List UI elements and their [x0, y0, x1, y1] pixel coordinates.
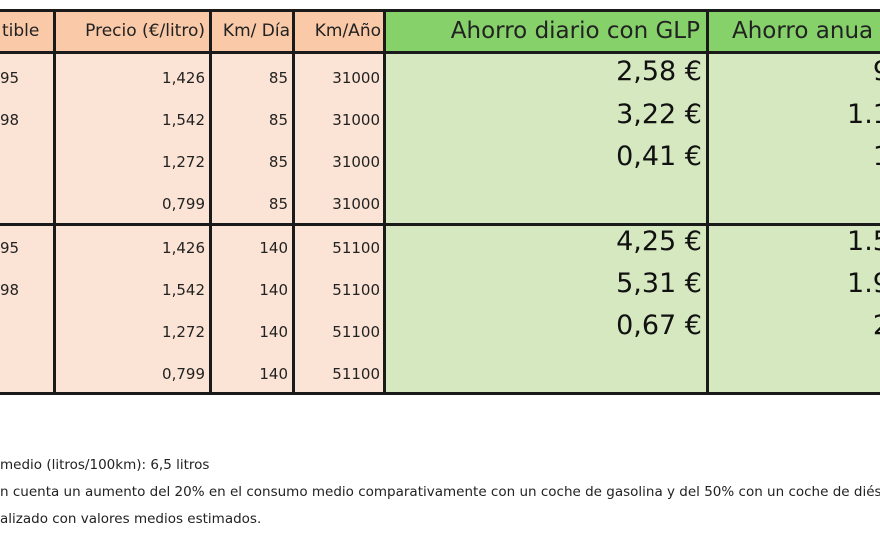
grid-line-group [0, 223, 880, 226]
cell-ahorro-diario: 4,25 € [616, 226, 702, 257]
grid-line-col1 [53, 9, 56, 395]
cell-fuel: 95 [0, 69, 20, 87]
cell-km-dia: 85 [268, 69, 288, 87]
cell-km-ano: 31000 [332, 111, 380, 129]
footnote-valores: alizado con valores medios estimados. [0, 511, 262, 527]
cell-ahorro-anual: 1.5 [847, 226, 880, 257]
cell-km-dia: 140 [259, 323, 288, 341]
grid-line-col2 [209, 9, 212, 395]
cell-km-ano: 31000 [332, 69, 380, 87]
cell-km-dia: 85 [268, 153, 288, 171]
cell-precio: 1,272 [162, 323, 205, 341]
grid-line-header [0, 51, 880, 54]
cell-km-dia: 140 [259, 365, 288, 383]
header-ahorro-anual-label: Ahorro anua [732, 18, 874, 44]
cell-km-ano: 51100 [332, 281, 380, 299]
header-km-dia-label: Km/ Día [222, 21, 290, 41]
header-km-ano: Km/Año [294, 10, 385, 52]
cell-precio: 1,542 [162, 111, 205, 129]
cell-ahorro-anual: 9 [780, 56, 880, 87]
cell-precio: 1,542 [162, 281, 205, 299]
cell-ahorro-diario: 0,67 € [616, 310, 702, 341]
grid-line-bottom [0, 392, 880, 395]
cell-km-ano: 51100 [332, 365, 380, 383]
cell-precio: 0,799 [162, 365, 205, 383]
grid-line-col5 [706, 9, 709, 395]
cell-ahorro-diario: 2,58 € [616, 56, 702, 87]
header-km-ano-label: Km/Año [314, 21, 381, 41]
grid-line-col4 [383, 9, 386, 395]
grid-line-col3 [292, 9, 295, 395]
cell-precio: 1,426 [162, 239, 205, 257]
footnote-aumento: n cuenta un aumento del 20% en el consum… [0, 484, 880, 500]
cell-ahorro-anual: 1.9 [847, 268, 880, 299]
header-ahorro-diario: Ahorro diario con GLP [385, 10, 708, 52]
cell-km-dia: 85 [268, 111, 288, 129]
cell-precio: 1,426 [162, 69, 205, 87]
footnote-consumo: medio (litros/100km): 6,5 litros [0, 457, 210, 473]
cell-km-ano: 51100 [332, 323, 380, 341]
cell-km-dia: 140 [259, 281, 288, 299]
cell-km-ano: 31000 [332, 195, 380, 213]
cell-precio: 0,799 [162, 195, 205, 213]
cell-km-ano: 31000 [332, 153, 380, 171]
header-precio: Precio (€/litro) [55, 10, 211, 52]
header-combustible: tible [0, 10, 55, 52]
cell-km-dia: 140 [259, 239, 288, 257]
cell-ahorro-anual: 2 [780, 310, 880, 341]
cell-km-ano: 51100 [332, 239, 380, 257]
cell-ahorro-diario: 3,22 € [616, 99, 702, 130]
cell-ahorro-anual: 1.1 [847, 99, 880, 130]
cell-fuel: 98 [0, 111, 20, 129]
cell-ahorro-diario: 5,31 € [616, 268, 702, 299]
cell-ahorro-diario: 0,41 € [616, 141, 702, 172]
cell-ahorro-anual: 1 [780, 141, 880, 172]
cell-fuel: 95 [0, 239, 20, 257]
cell-km-dia: 85 [268, 195, 288, 213]
header-km-dia: Km/ Día [211, 10, 294, 52]
header-ahorro-anual: Ahorro anua [708, 10, 880, 52]
header-ahorro-diario-label: Ahorro diario con GLP [450, 18, 700, 44]
header-precio-label: Precio (€/litro) [85, 21, 205, 41]
cell-precio: 1,272 [162, 153, 205, 171]
header-combustible-label: tible [2, 21, 40, 41]
cell-fuel: 98 [0, 281, 20, 299]
grid-line-top [0, 9, 880, 12]
